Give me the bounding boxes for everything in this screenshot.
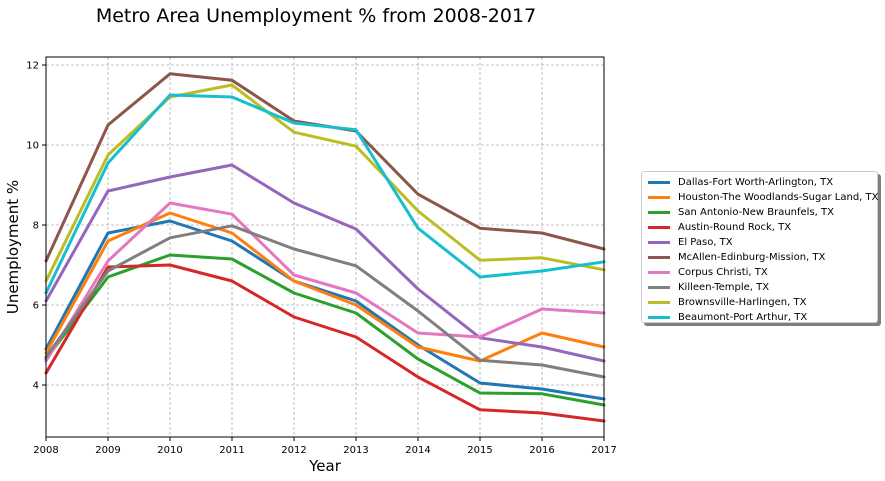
series-line <box>44 83 606 283</box>
legend-item: Corpus Christi, TX <box>648 265 871 280</box>
x-tick-label: 2011 <box>219 445 244 456</box>
legend-swatch <box>648 316 670 319</box>
legend-item: San Antonio-New Braunfels, TX <box>648 205 871 220</box>
legend-swatch <box>648 196 670 199</box>
x-tick-label: 2008 <box>33 445 58 456</box>
legend-swatch <box>648 211 670 214</box>
legend-label: Corpus Christi, TX <box>678 267 768 278</box>
x-tick-label: 2017 <box>591 445 616 456</box>
legend-swatch <box>648 226 670 229</box>
x-tick-label: 2015 <box>467 445 492 456</box>
series-lines <box>44 72 606 423</box>
y-tick-label: 10 <box>26 141 39 152</box>
series-line <box>44 219 606 401</box>
grid <box>45 57 605 437</box>
legend-item: Houston-The Woodlands-Sugar Land, TX <box>648 190 878 205</box>
x-tick-label: 2009 <box>95 445 120 456</box>
legend-swatch <box>648 301 670 304</box>
y-tick-label: 12 <box>26 61 39 72</box>
legend-item: Beaumont-Port Arthur, TX <box>648 310 871 325</box>
series-line <box>44 163 606 363</box>
legend-item: Dallas-Fort Worth-Arlington, TX <box>648 175 871 190</box>
legend-label: Austin-Round Rock, TX <box>678 222 792 233</box>
y-tick-label: 6 <box>33 301 39 312</box>
legend-item: Brownsville-Harlingen, TX <box>648 295 871 310</box>
x-axis-label: Year <box>308 457 342 475</box>
legend-swatch <box>648 181 670 184</box>
series-line <box>44 263 606 423</box>
legend-label: Brownsville-Harlingen, TX <box>678 297 807 308</box>
legend-label: McAllen-Edinburg-Mission, TX <box>678 252 826 263</box>
series-line <box>44 253 606 407</box>
legend-item: Killeen-Temple, TX <box>648 280 871 295</box>
legend-swatch <box>648 286 670 289</box>
legend-label: San Antonio-New Braunfels, TX <box>678 207 834 218</box>
legend-swatch <box>648 241 670 244</box>
legend-label: Houston-The Woodlands-Sugar Land, TX <box>678 192 879 203</box>
y-tick-label: 8 <box>33 221 39 232</box>
legend-item: El Paso, TX <box>648 235 871 250</box>
series-line <box>44 72 606 263</box>
y-axis-label: Unemployment % <box>4 180 22 314</box>
plot-frame <box>45 56 605 438</box>
y-tick-label: 4 <box>33 381 39 392</box>
series-line <box>44 224 606 379</box>
chart-title: Metro Area Unemployment % from 2008-2017 <box>96 5 536 27</box>
series-line <box>44 93 606 295</box>
x-tick-label: 2012 <box>281 445 306 456</box>
x-tick-label: 2010 <box>157 445 182 456</box>
legend-label: Beaumont-Port Arthur, TX <box>678 312 808 323</box>
x-tick-label: 2016 <box>529 445 554 456</box>
x-tick-label: 2013 <box>343 445 368 456</box>
series-line <box>44 201 606 363</box>
series-line <box>44 211 606 363</box>
legend-label: El Paso, TX <box>678 237 733 248</box>
legend-label: Killeen-Temple, TX <box>678 282 770 293</box>
legend-swatch <box>648 256 670 259</box>
legend-item: Austin-Round Rock, TX <box>648 220 871 235</box>
legend: Dallas-Fort Worth-Arlington, TX Houston-T… <box>641 171 878 323</box>
legend-item: McAllen-Edinburg-Mission, TX <box>648 250 871 265</box>
legend-label: Dallas-Fort Worth-Arlington, TX <box>678 177 834 188</box>
legend-swatch <box>648 271 670 274</box>
x-tick-label: 2014 <box>405 445 430 456</box>
axis-ticks: 2008 2009 2010 2011 2012 2013 2014 2015 2016 2017… <box>26 61 616 457</box>
